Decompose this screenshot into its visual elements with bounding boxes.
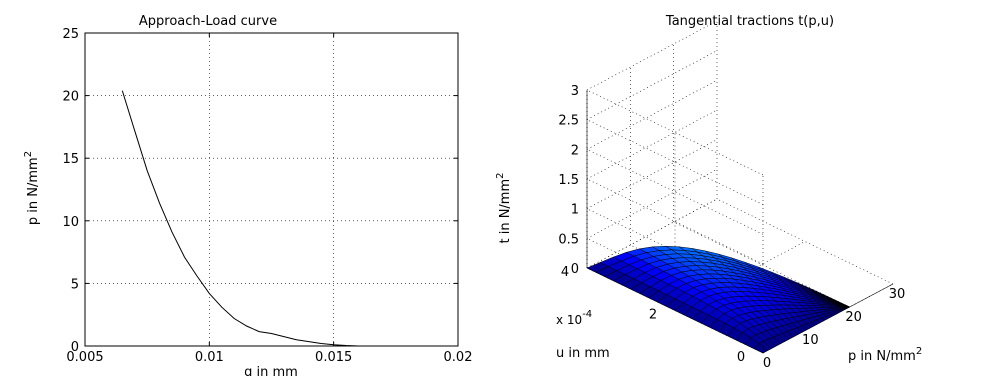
left-x-tick-label: 0.015 [315,350,352,365]
z-tick-label: 3 [571,84,579,99]
left-y-axis-exponent: 2 [23,151,34,157]
x-tick-label: 10 [802,333,819,348]
left-plot-area [85,33,458,346]
x-tick-label: 0 [763,356,771,371]
y-tick-label: 4 [561,265,569,280]
surface-patch [844,306,850,310]
right-y-multiplier-group: x 10-4 [556,309,592,327]
z-tick-label: 2.5 [558,114,579,129]
left-y-tick-label: 0 [71,340,79,355]
left-wall-gridline [586,178,764,265]
left-y-tick-label: 20 [62,90,79,105]
left-y-tick-label: 10 [62,215,79,230]
left-x-tick-label: 0.01 [195,350,224,365]
z-tick-label: 1.5 [558,173,579,188]
z-tick-label: 2 [571,143,579,158]
z-tick-label: 1 [571,203,579,218]
back-wall-gridline [586,20,718,91]
left-wall-gridline [586,149,764,235]
y-tick-label: 2 [649,308,657,323]
floor-gridline [586,198,718,269]
traction-surface [586,245,850,354]
traction-surface-chart: Tangential tractions t(p,u) 0 0.5 1 1.5 2 2.5… [495,14,922,371]
right-y-multiplier: x 10 [556,313,582,327]
x-tick-label: 30 [889,287,906,302]
z-tick-label: 0.5 [558,232,579,247]
right-x-axis-exponent: 2 [916,346,922,357]
svg-text:t in N/mm2: t in N/mm2 [495,172,513,243]
left-y-axis-label: p in N/mm [26,157,41,225]
left-y-tick-label: 25 [62,27,79,42]
left-wall-gridline [586,119,764,205]
right-z-axis-label: t in N/mm [498,179,513,244]
approach-load-chart: Approach-Load curve 0.005 0.01 0.015 0.02 0… [23,14,472,376]
left-x-ticks: 0.005 0.01 0.015 0.02 [66,33,472,365]
right-x-axis-label-group: p in N/mm2 [848,346,922,364]
left-y-axis-label-group: p in N/mm2 [23,151,41,225]
left-wall-gridline [586,89,764,176]
left-x-axis-label: g in mm [244,365,298,376]
back-wall-gridline [586,80,718,150]
back-wall-gridline [586,169,718,239]
left-plot-frame [84,32,459,347]
right-z-axis-label-group: t in N/mm2 [495,172,513,243]
right-chart-title: Tangential tractions t(p,u) [665,14,834,29]
back-wall-gridline [586,139,718,209]
right-y-multiplier-exponent: -4 [582,309,592,320]
left-y-tick-label: 15 [62,152,79,167]
right-z-axis-exponent: 2 [495,172,506,178]
z-tick-label: 0 [571,262,579,277]
x-tick-label: 20 [845,310,862,325]
right-y-axis-label: u in mm [556,346,610,361]
right-x-axis-label: p in N/mm [848,349,916,364]
back-wall-gridline [586,50,718,120]
left-x-tick-label: 0.02 [444,350,473,365]
left-y-ticks: 0 5 10 15 20 25 [62,27,458,355]
y-tick-label: 0 [737,350,745,365]
left-y-tick-label: 5 [71,277,79,292]
back-wall-gridline [586,109,718,180]
left-x-tick-label: 0.005 [66,350,103,365]
svg-text:p in N/mm2: p in N/mm2 [23,151,41,225]
approach-load-line [121,90,359,347]
left-chart-title: Approach-Load curve [139,14,277,29]
floor-gridline [716,198,894,285]
